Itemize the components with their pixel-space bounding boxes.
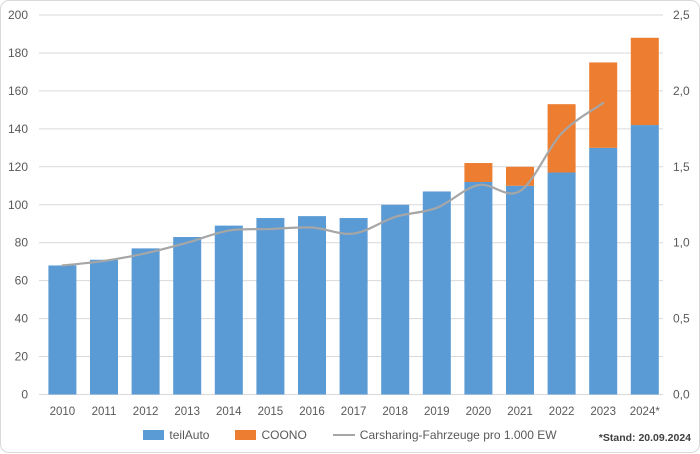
bar-coono-2023 bbox=[589, 62, 618, 148]
bar-teilauto-2018 bbox=[381, 204, 410, 395]
bar-teilauto-2024 bbox=[630, 125, 659, 395]
ratio-line-swatch bbox=[332, 434, 355, 436]
right-axis-tick: 0,0 bbox=[673, 388, 690, 402]
left-axis-tick: 60 bbox=[15, 274, 29, 288]
category-label: 2017 bbox=[341, 406, 367, 418]
bar-teilauto-2023 bbox=[589, 147, 618, 395]
bar-teilauto-2020 bbox=[464, 181, 493, 395]
legend-label-teilauto: teilAuto bbox=[169, 428, 210, 442]
left-axis-tick: 200 bbox=[8, 8, 28, 22]
right-axis-tick: 1,0 bbox=[673, 236, 690, 250]
category-label: 2021 bbox=[507, 406, 533, 418]
bar-teilauto-2012 bbox=[131, 248, 160, 395]
category-label: 2014 bbox=[216, 406, 242, 418]
bar-teilauto-2016 bbox=[298, 216, 326, 395]
legend-label-ratio-line: Carsharing-Fahrzeuge pro 1.000 EW bbox=[359, 428, 557, 442]
left-axis-tick: 0 bbox=[21, 388, 28, 402]
left-axis-tick: 80 bbox=[15, 236, 29, 250]
legend: teilAuto COONO Carsharing-Fahrzeuge pro … bbox=[1, 426, 699, 444]
category-label: 2015 bbox=[258, 406, 284, 418]
category-label: 2019 bbox=[424, 406, 450, 418]
bar-teilauto-2021 bbox=[506, 185, 534, 395]
bar-teilauto-2017 bbox=[339, 218, 368, 395]
left-axis-tick: 40 bbox=[15, 312, 29, 326]
left-axis-tick: 160 bbox=[8, 84, 28, 98]
left-axis-tick: 100 bbox=[8, 198, 28, 212]
bar-teilauto-2019 bbox=[422, 191, 451, 395]
bar-teilauto-2022 bbox=[547, 172, 576, 395]
category-label: 2010 bbox=[50, 406, 76, 418]
left-axis-tick: 120 bbox=[8, 160, 28, 174]
category-label: 2011 bbox=[92, 406, 117, 418]
bar-coono-2022 bbox=[547, 104, 576, 173]
legend-item-coono: COONO bbox=[235, 428, 307, 442]
bar-teilauto-2014 bbox=[214, 225, 243, 395]
category-label: 2018 bbox=[382, 406, 408, 418]
footnote: *Stand: 20.09.2024 bbox=[598, 432, 691, 444]
category-label: 2020 bbox=[466, 406, 492, 418]
bar-coono-2021 bbox=[506, 166, 534, 186]
legend-label-coono: COONO bbox=[261, 428, 307, 442]
left-axis-tick: 20 bbox=[15, 350, 29, 364]
left-axis-tick: 140 bbox=[8, 122, 28, 136]
category-label: 2023 bbox=[590, 406, 616, 418]
line-carsharing-per-1000-ew bbox=[61, 101, 605, 267]
right-axis-tick: 1,5 bbox=[673, 160, 690, 174]
category-label: 2022 bbox=[549, 406, 575, 418]
category-label: 2024* bbox=[630, 406, 661, 418]
bar-teilauto-2011 bbox=[90, 259, 118, 395]
category-label: 2016 bbox=[299, 406, 325, 418]
legend-item-teilauto: teilAuto bbox=[143, 428, 209, 442]
left-axis-tick: 180 bbox=[8, 46, 28, 60]
coono-swatch bbox=[235, 430, 257, 440]
right-axis-tick: 0,5 bbox=[673, 312, 690, 326]
bar-coono-2024 bbox=[630, 37, 659, 126]
legend-item-ratio-line: Carsharing-Fahrzeuge pro 1.000 EW bbox=[332, 428, 557, 442]
bar-teilauto-2013 bbox=[173, 237, 202, 395]
teilauto-swatch bbox=[143, 430, 165, 440]
right-axis-tick: 2,5 bbox=[673, 8, 690, 22]
category-label: 2013 bbox=[174, 406, 200, 418]
bar-teilauto-2010 bbox=[48, 265, 77, 395]
right-axis-tick: 2,0 bbox=[673, 84, 690, 98]
category-label: 2012 bbox=[133, 406, 159, 418]
bar-teilauto-2015 bbox=[256, 218, 285, 395]
bar-coono-2020 bbox=[464, 163, 493, 182]
